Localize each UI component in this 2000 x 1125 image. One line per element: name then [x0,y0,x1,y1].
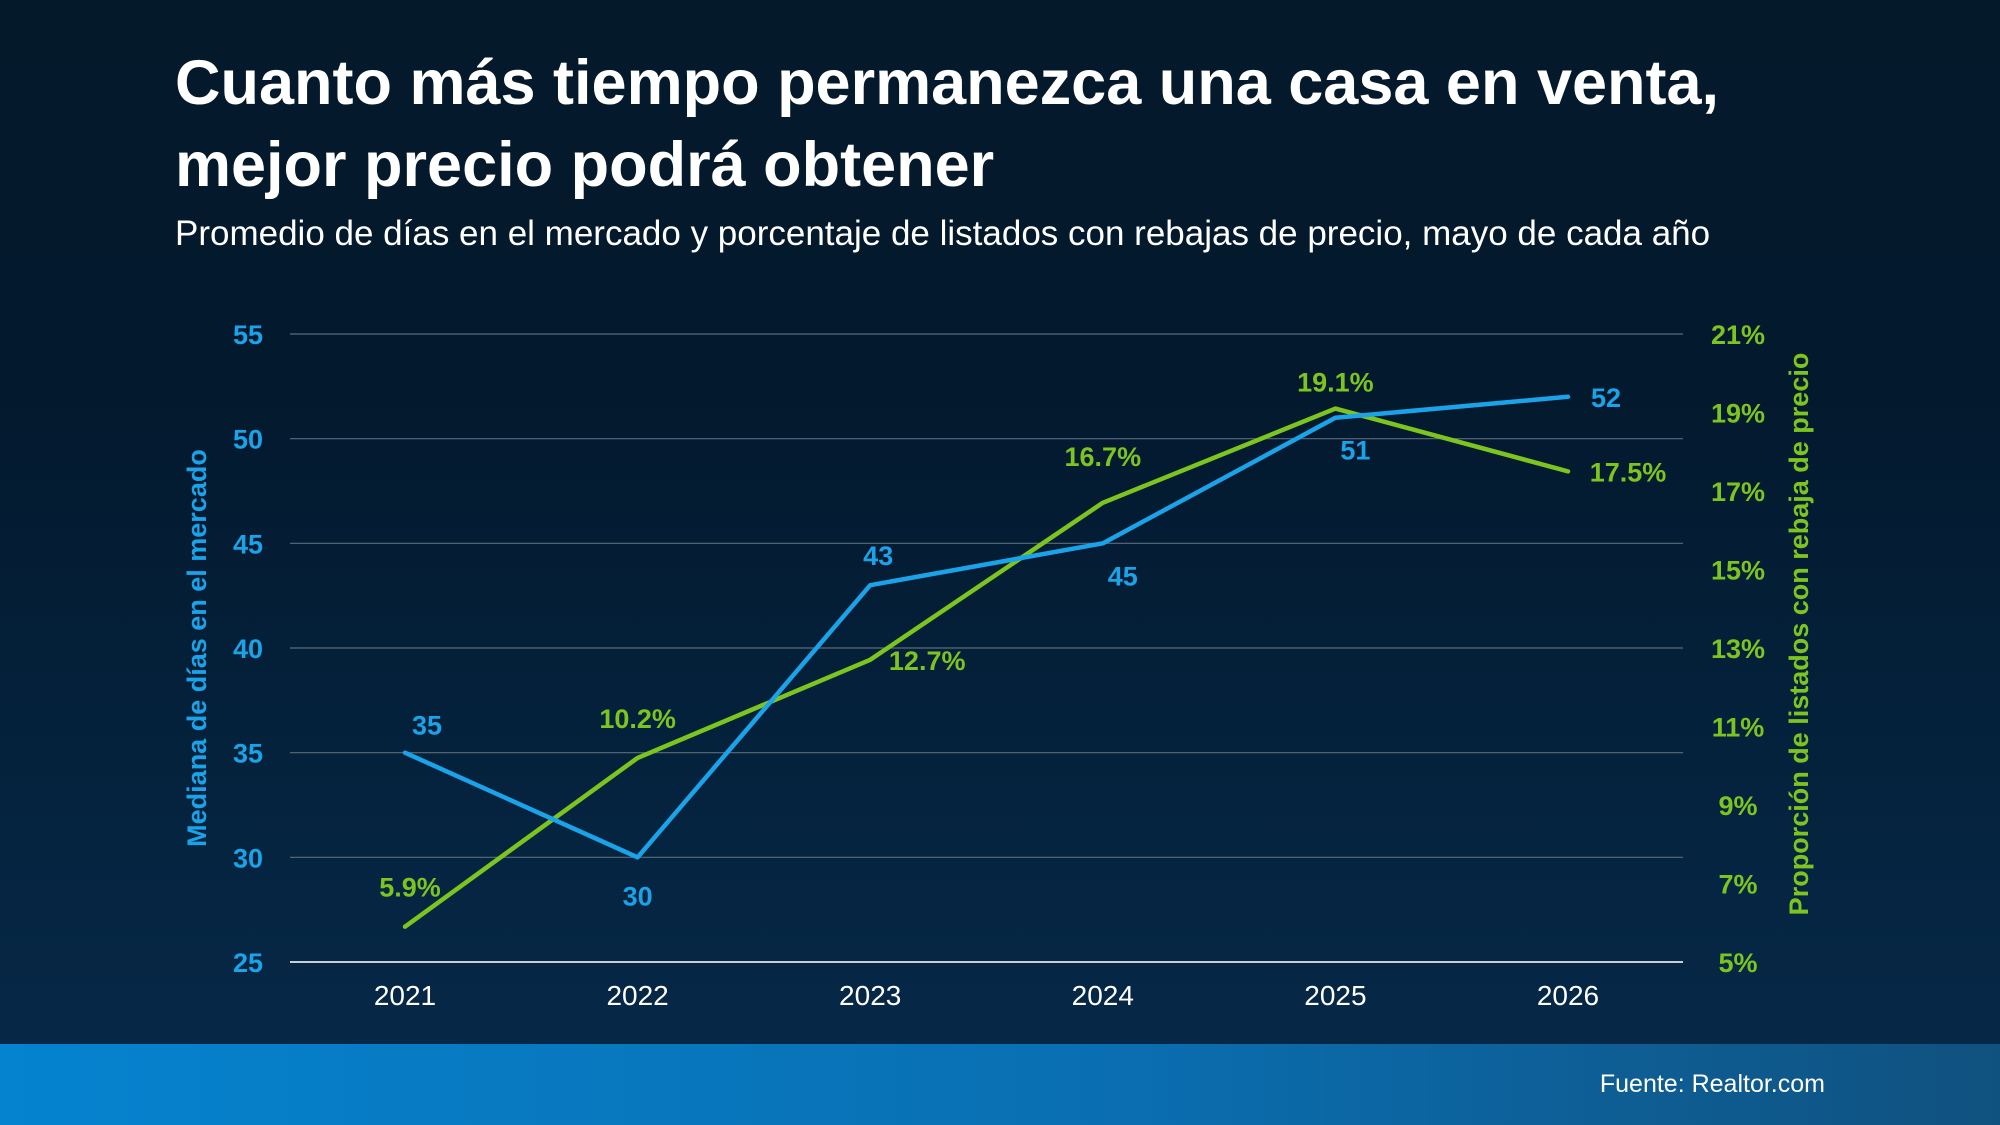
data-label-pct: 16.7% [1065,442,1142,472]
right-tick-label: 17% [1711,477,1765,507]
right-tick-label: 7% [1718,870,1757,900]
chart-title: Cuanto más tiempo permanezca una casa en… [175,48,1720,200]
left-tick-label: 40 [233,634,263,664]
x-tick-label: 2023 [839,980,901,1011]
x-tick-label: 2025 [1304,980,1366,1011]
right-axis-title: Proporción de listados con rebaja de pre… [1784,353,1814,916]
left-tick-label: 35 [233,739,263,769]
footer-band [0,1044,2000,1125]
data-label-days: 51 [1340,436,1370,466]
left-tick-label: 50 [233,425,263,455]
data-label-pct: 5.9% [379,873,441,903]
left-tick-label: 55 [233,320,263,350]
series-line-pct [402,406,1571,929]
x-tick-label: 2022 [606,980,668,1011]
left-tick-label: 45 [233,529,263,559]
data-label-days: 43 [863,541,893,571]
data-label-pct: 19.1% [1297,368,1374,398]
right-tick-label: 11% [1712,713,1765,743]
data-label-days: 35 [412,711,442,741]
right-tick-label: 9% [1718,791,1757,821]
right-tick-label: 5% [1718,948,1757,978]
x-tick-label: 2024 [1072,980,1134,1011]
left-tick-label: 30 [233,843,263,873]
right-tick-label: 21% [1711,320,1765,350]
left-tick-label: 25 [233,948,263,978]
right-tick-label: 15% [1711,556,1765,586]
data-label-pct: 17.5% [1590,457,1667,487]
source-credit: Fuente: Realtor.com [1599,1070,1825,1098]
data-label-days: 52 [1591,383,1621,413]
right-tick-label: 19% [1711,399,1765,429]
x-tick-label: 2026 [1537,980,1599,1011]
chart-subtitle: Promedio de días en el mercado y porcent… [175,214,1711,253]
data-label-pct: 12.7% [889,646,966,676]
data-label-pct: 10.2% [599,704,676,734]
series-line-days [402,394,1571,860]
left-axis-title: Mediana de días en el mercado [182,449,212,847]
data-label-days: 30 [623,881,653,911]
right-tick-label: 13% [1711,634,1765,664]
x-tick-label: 2021 [374,980,436,1011]
data-label-days: 45 [1108,561,1138,591]
